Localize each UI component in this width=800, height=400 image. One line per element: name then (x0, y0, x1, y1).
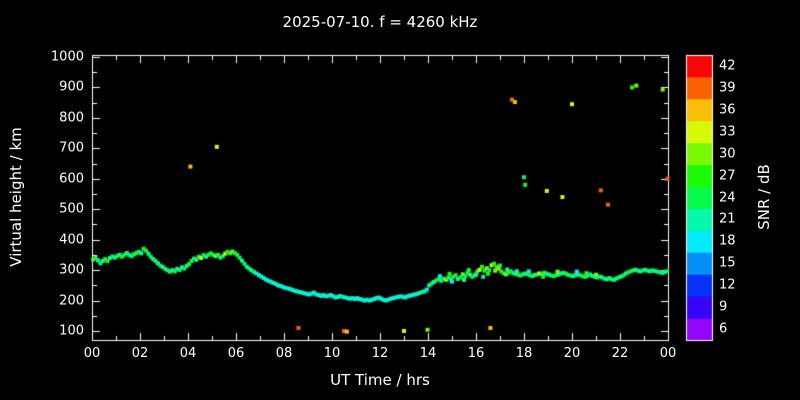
y-axis-label: Virtual height / km (7, 127, 25, 267)
colorbar-tick-label: 33 (719, 124, 736, 140)
colorbar-tick-label: 18 (719, 233, 736, 249)
x-tick-label: 16 (467, 346, 485, 361)
colorbar-tick-label: 24 (719, 190, 736, 205)
x-axis-label: UT Time / hrs (330, 371, 430, 389)
colorbar-label: SNR / dB (755, 164, 773, 230)
x-tick-label: 14 (419, 346, 437, 361)
x-tick-label: 02 (131, 346, 149, 361)
y-tick-label: 400 (59, 232, 84, 248)
colorbar-tick-label: 9 (719, 299, 728, 315)
colorbar-tick-label: 12 (719, 277, 736, 293)
y-tick-label: 900 (59, 79, 84, 95)
chart-title: 2025-07-10. f = 4260 kHz (282, 13, 478, 31)
x-tick-label: 22 (611, 346, 629, 361)
y-tick-label: 300 (59, 262, 84, 278)
x-tick-label: 20 (563, 346, 581, 361)
x-tick-label: 00 (83, 346, 101, 361)
y-tick-label: 200 (59, 293, 84, 309)
x-tick-label: 10 (323, 346, 341, 361)
x-tick-label: 04 (179, 346, 197, 361)
x-tick-label: 08 (275, 346, 293, 361)
colorbar-tick-label: 36 (719, 102, 736, 118)
y-tick-label: 700 (59, 140, 84, 156)
colorbar-tick-label: 30 (719, 146, 736, 162)
colorbar-tick-label: 39 (719, 80, 736, 96)
colorbar-tick-label: 27 (719, 168, 736, 184)
colorbar-tick-label: 21 (719, 211, 736, 227)
x-tick-label: 18 (515, 346, 533, 361)
x-tick-label: 12 (371, 346, 389, 361)
y-tick-label: 800 (59, 110, 84, 126)
x-tick-label: 06 (227, 346, 245, 361)
x-tick-label: 00 (659, 346, 677, 361)
colorbar-tick-label: 15 (719, 255, 736, 271)
colorbar-tick-label: 6 (719, 321, 728, 337)
y-tick-label: 1000 (50, 49, 84, 65)
y-tick-label: 600 (59, 171, 84, 187)
y-tick-label: 100 (59, 323, 84, 339)
y-tick-label: 500 (59, 201, 84, 217)
colorbar-tick-label: 42 (719, 58, 736, 74)
